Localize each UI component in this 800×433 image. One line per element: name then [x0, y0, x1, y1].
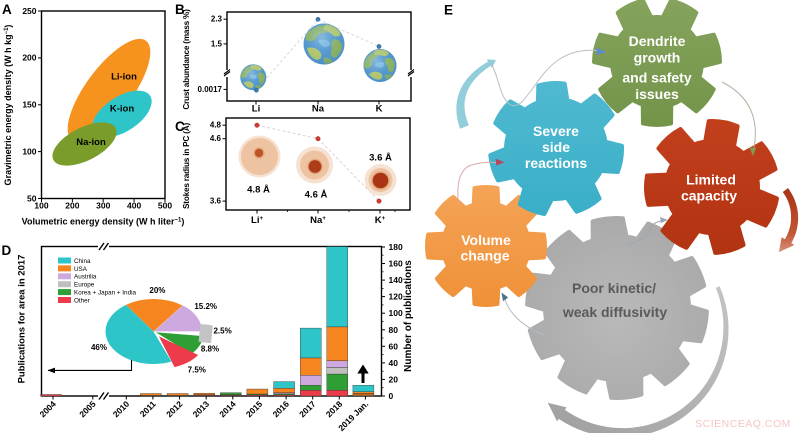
- svg-text:reactions: reactions: [525, 155, 587, 171]
- svg-text:160: 160: [389, 259, 403, 269]
- svg-text:40: 40: [389, 358, 399, 368]
- svg-text:4.6: 4.6: [210, 134, 222, 143]
- svg-text:Na+: Na+: [310, 215, 326, 226]
- svg-text:Number of publications: Number of publications: [403, 260, 414, 372]
- svg-text:46%: 46%: [91, 343, 107, 352]
- svg-text:change: change: [460, 248, 509, 264]
- svg-text:A: A: [2, 2, 12, 17]
- svg-text:200: 200: [22, 53, 36, 63]
- svg-text:8.8%: 8.8%: [201, 344, 219, 353]
- svg-text:K: K: [376, 104, 383, 115]
- svg-text:500: 500: [158, 201, 172, 211]
- svg-text:Europe: Europe: [74, 282, 95, 289]
- svg-text:Poor kinetic/: Poor kinetic/: [572, 280, 656, 296]
- svg-text:300: 300: [96, 201, 110, 211]
- svg-text:20%: 20%: [149, 286, 165, 295]
- svg-text:Severe: Severe: [533, 123, 579, 139]
- svg-text:C: C: [175, 119, 185, 134]
- svg-text:B: B: [175, 2, 185, 17]
- svg-text:4.8: 4.8: [210, 121, 222, 130]
- svg-text:D: D: [2, 243, 12, 258]
- svg-text:4.6 Å: 4.6 Å: [305, 190, 328, 201]
- svg-text:150: 150: [22, 100, 36, 110]
- svg-text:Gravimetric energy density (W: Gravimetric energy density (W h kg−1): [3, 25, 13, 186]
- svg-text:Limited: Limited: [686, 172, 736, 188]
- svg-text:Li: Li: [252, 104, 260, 115]
- svg-text:120: 120: [389, 292, 403, 302]
- svg-text:Crust abundance (mass %): Crust abundance (mass %): [182, 9, 191, 110]
- svg-text:Stokes radius in PC (Å): Stokes radius in PC (Å): [181, 123, 191, 209]
- svg-text:15.2%: 15.2%: [194, 302, 217, 311]
- svg-text:0.0017: 0.0017: [198, 85, 223, 94]
- svg-text:4.8 Å: 4.8 Å: [247, 185, 270, 196]
- svg-text:K+: K+: [375, 215, 386, 226]
- svg-text:weak diffusivity: weak diffusivity: [562, 304, 667, 320]
- svg-text:2.3: 2.3: [211, 15, 223, 24]
- svg-text:180: 180: [389, 242, 403, 252]
- svg-text:1.5: 1.5: [211, 39, 223, 48]
- svg-text:7.5%: 7.5%: [188, 366, 206, 375]
- svg-text:100: 100: [389, 308, 403, 318]
- svg-text:Volume: Volume: [461, 232, 511, 248]
- svg-text:China: China: [74, 258, 91, 265]
- svg-text:3.6 Å: 3.6 Å: [369, 153, 392, 164]
- svg-text:140: 140: [389, 275, 403, 285]
- svg-text:20: 20: [389, 374, 399, 384]
- svg-text:Na: Na: [312, 104, 325, 115]
- svg-text:100: 100: [22, 146, 36, 156]
- svg-text:issues: issues: [635, 86, 679, 102]
- svg-text:50: 50: [27, 193, 37, 203]
- svg-text:Volumetric energy density (W h: Volumetric energy density (W h liter−1): [22, 217, 185, 227]
- svg-text:60: 60: [389, 341, 399, 351]
- svg-text:SCIENCEAQ.COM: SCIENCEAQ.COM: [695, 418, 791, 430]
- svg-text:Other: Other: [74, 297, 90, 304]
- svg-text:0: 0: [389, 391, 394, 401]
- svg-text:Publications for area in 2017: Publications for area in 2017: [17, 255, 28, 384]
- svg-text:Dendrite: Dendrite: [629, 33, 686, 49]
- svg-text:80: 80: [389, 325, 399, 335]
- svg-text:200: 200: [65, 201, 79, 211]
- svg-text:Li+: Li+: [251, 215, 263, 226]
- svg-text:100: 100: [34, 201, 48, 211]
- svg-text:Korea + Japan + India: Korea + Japan + India: [74, 290, 136, 297]
- svg-text:side: side: [542, 139, 570, 155]
- svg-text:growth: growth: [634, 50, 681, 66]
- svg-text:E: E: [444, 3, 453, 18]
- svg-text:400: 400: [127, 201, 141, 211]
- svg-text:2.5%: 2.5%: [213, 327, 231, 336]
- svg-text:3.6: 3.6: [210, 197, 222, 206]
- svg-text:Na-ion: Na-ion: [76, 137, 106, 148]
- svg-text:Austrilia: Austrilia: [74, 274, 97, 281]
- svg-text:K-ion: K-ion: [110, 104, 134, 115]
- svg-text:and safety: and safety: [622, 70, 691, 86]
- svg-text:USA: USA: [74, 266, 88, 273]
- svg-text:capacity: capacity: [681, 188, 737, 204]
- svg-text:250: 250: [22, 6, 36, 16]
- svg-text:Li-ion: Li-ion: [111, 72, 137, 83]
